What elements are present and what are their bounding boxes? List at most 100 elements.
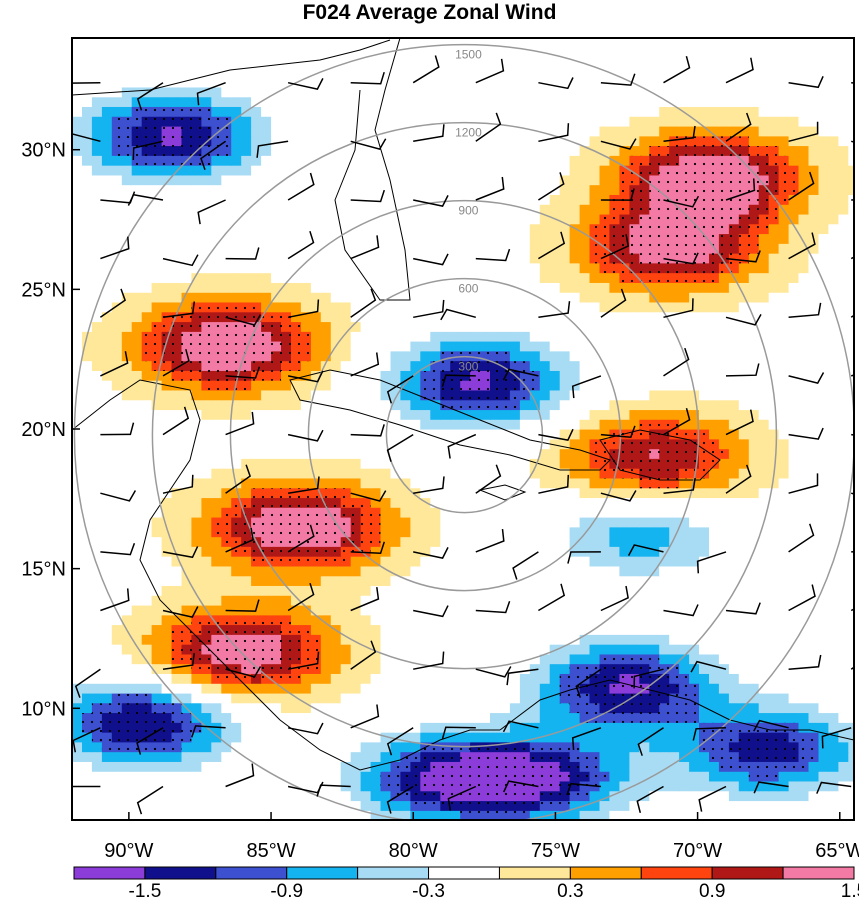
field-cell [231,741,242,753]
field-cell [808,780,820,792]
field-cell [91,517,103,528]
field-cell [121,536,133,547]
significance-dots [480,380,491,391]
field-cell [798,663,810,674]
significance-dots [291,517,302,528]
field-cell [390,741,402,753]
field-cell [420,301,431,313]
field-cell [121,360,133,371]
significance-dots [261,663,272,674]
field-cell [470,634,481,645]
field-cell [838,419,849,430]
field-cell [599,575,611,586]
field-cell [609,614,620,626]
field-cell [340,350,352,362]
field-cell [281,771,292,782]
field-cell [619,722,630,733]
field-cell [360,800,372,811]
field-cell [649,575,660,586]
field-cell [529,732,541,743]
field-cell [91,497,103,508]
field-cell [141,321,153,332]
significance-dots [91,722,103,733]
significance-dots [470,800,481,811]
field-cell [161,370,173,381]
field-cell [838,712,849,723]
field-cell [201,438,212,450]
field-cell [838,526,849,538]
field-cell [72,556,83,567]
field-cell [440,810,451,820]
significance-dots [798,751,810,762]
field-cell [241,448,252,459]
field-cell [549,438,561,450]
field-cell [320,741,332,753]
field-cell [509,536,521,547]
field-cell [669,331,680,342]
significance-dots [281,321,292,332]
field-cell [768,477,780,489]
field-cell [82,497,93,508]
field-cell [838,741,849,753]
field-cell [111,663,123,674]
significance-dots [529,741,541,753]
field-cell [410,341,421,352]
significance-dots [490,810,501,820]
significance-dots [589,751,601,762]
field-cell [72,800,83,811]
field-cell [400,448,411,459]
field-cell [699,487,710,499]
field-cell [121,311,133,323]
field-cell [679,614,690,626]
significance-dots [221,301,232,313]
significance-dots [500,780,511,792]
significance-dots [111,712,123,723]
field-cell [141,438,153,450]
field-cell [599,644,611,655]
field-cell [380,419,392,430]
field-cell [91,595,103,606]
significance-dots [559,683,571,694]
significance-dots [689,468,700,479]
field-cell [370,468,382,479]
significance-dots [679,712,690,723]
field-cell [300,585,312,596]
field-cell [131,683,143,694]
field-cell [300,565,312,577]
field-cell [738,389,750,401]
field-cell [420,575,431,586]
field-cell [440,311,451,323]
field-cell [689,663,700,674]
field-cell [410,614,421,626]
field-cell [599,380,611,391]
significance-dots [470,399,481,411]
field-cell [470,487,481,499]
field-cell [808,370,820,381]
field-cell [340,565,352,577]
field-cell [549,614,561,626]
field-cell [519,732,531,743]
field-cell [808,507,820,518]
field-cell [609,790,620,802]
significance-dots [480,751,491,762]
field-cell [390,438,402,450]
field-cell [390,595,402,606]
field-cell [191,487,202,499]
field-cell [181,526,193,538]
significance-dots [490,399,501,411]
field-cell [131,800,143,811]
field-cell [848,546,854,557]
field-cell [728,644,740,655]
field-cell [330,458,342,469]
significance-dots [699,458,710,469]
field-cell [241,595,252,606]
significance-dots [181,360,193,371]
significance-dots [599,458,611,469]
field-cell [629,556,640,567]
field-cell [390,468,402,479]
field-cell [460,301,471,313]
field-cell [659,536,670,547]
field-cell [519,624,531,635]
field-cell [320,702,332,714]
field-cell [589,429,601,440]
